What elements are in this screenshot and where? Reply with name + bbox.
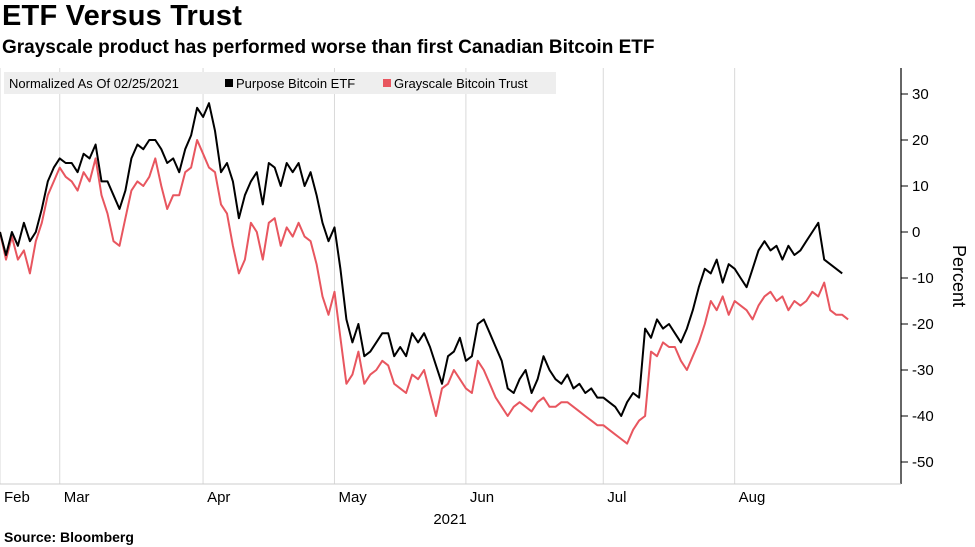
legend-background xyxy=(4,72,556,94)
x-axis-year-label: 2021 xyxy=(433,511,466,528)
series-line-etf xyxy=(0,102,843,417)
grid-lines xyxy=(0,68,736,484)
y-axis-ticks: 30 20 10 0 -10 -20 -30 -40 -50 xyxy=(901,86,934,471)
y-axis-label: Percent xyxy=(949,245,969,307)
legend-title: Normalized As Of 02/25/2021 xyxy=(9,76,179,91)
y-tick-label: -40 xyxy=(912,408,934,425)
y-tick-label: -20 xyxy=(912,316,934,333)
x-axis-ticks: Feb Mar Apr May Jun Jul Aug xyxy=(4,489,765,506)
x-tick-apr: Apr xyxy=(207,489,230,506)
chart-subtitle: Grayscale product has performed worse th… xyxy=(2,37,655,58)
chart-title: ETF Versus Trust xyxy=(2,0,243,32)
y-tick-label: -10 xyxy=(912,270,934,287)
series-line-trust xyxy=(0,139,849,445)
legend-swatch-etf xyxy=(225,79,233,87)
x-tick-mar: Mar xyxy=(64,489,90,506)
x-tick-jun: Jun xyxy=(470,489,494,506)
legend-label-etf: Purpose Bitcoin ETF xyxy=(236,76,355,91)
x-tick-feb: Feb xyxy=(4,489,30,506)
source-note: Source: Bloomberg xyxy=(4,529,134,545)
y-tick-label: 0 xyxy=(912,224,920,241)
y-tick-label: 20 xyxy=(912,132,929,149)
y-tick-label: 30 xyxy=(912,86,929,103)
x-tick-may: May xyxy=(338,489,367,506)
x-tick-jul: Jul xyxy=(607,489,626,506)
legend: Normalized As Of 02/25/2021 Purpose Bitc… xyxy=(4,72,556,94)
y-tick-label: 10 xyxy=(912,178,929,195)
y-tick-label: -50 xyxy=(912,454,934,471)
series-lines xyxy=(0,102,849,445)
x-tick-aug: Aug xyxy=(739,489,766,506)
legend-label-trust: Grayscale Bitcoin Trust xyxy=(394,76,528,91)
y-tick-label: -30 xyxy=(912,362,934,379)
legend-swatch-trust xyxy=(383,79,391,87)
